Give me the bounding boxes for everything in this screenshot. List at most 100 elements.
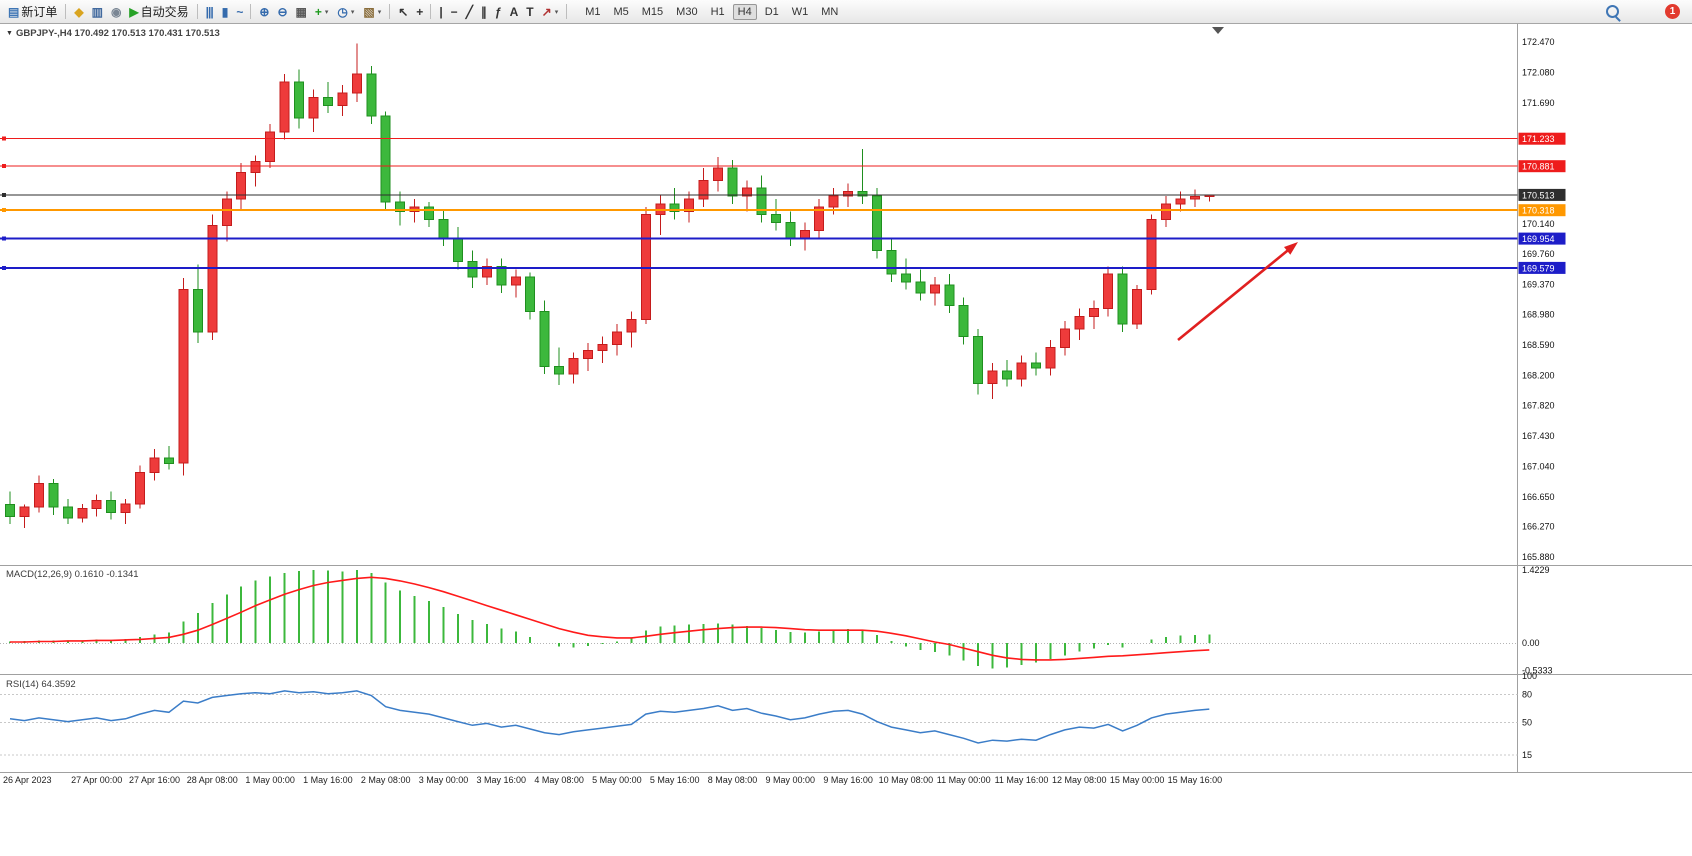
- time-axis-label: 2 May 08:00: [361, 775, 411, 785]
- line-chart-button[interactable]: ~: [232, 5, 246, 19]
- rsi-panel[interactable]: 100 80 50 15: [0, 671, 1537, 760]
- data-window-button[interactable]: ▥: [88, 5, 106, 19]
- time-axis-label: 8 May 08:00: [708, 775, 758, 785]
- vertical-line-icon: |: [439, 4, 443, 19]
- svg-text:100: 100: [1522, 671, 1537, 681]
- chart-shift-marker[interactable]: [1212, 27, 1224, 34]
- rsi-label: RSI(14) 64.3592: [6, 679, 76, 690]
- auto-trading-button-label: 自动交易: [140, 5, 189, 19]
- zoom-in-icon: ⊕: [259, 4, 269, 19]
- timeframe-w1[interactable]: W1: [791, 5, 809, 18]
- svg-text:169.370: 169.370: [1522, 279, 1555, 289]
- zoom-out-button[interactable]: ⊖: [273, 5, 290, 19]
- cursor-icon: ↖: [398, 4, 408, 19]
- toolbar-separator: [65, 4, 67, 19]
- notification-badge[interactable]: 1: [1665, 4, 1680, 19]
- macd-signal-line: [10, 576, 1210, 661]
- timeframe-h1[interactable]: H1: [710, 5, 725, 18]
- svg-text:165.880: 165.880: [1522, 552, 1555, 562]
- templates-button[interactable]: ▧ ▾: [359, 5, 385, 19]
- zoom-in-button[interactable]: ⊕: [255, 5, 272, 19]
- auto-trading-icon: ▶: [129, 4, 138, 19]
- fibonacci-icon: ƒ: [494, 4, 502, 19]
- timeframe-mn[interactable]: MN: [821, 5, 839, 18]
- macd-panel[interactable]: [0, 570, 1518, 669]
- toolbar-right: 1: [1606, 4, 1688, 19]
- toolbar-separator: [430, 4, 432, 19]
- crosshair-button[interactable]: +: [412, 5, 426, 19]
- macd-label: MACD(12,26,9) 0.1610 -0.1341: [6, 569, 139, 580]
- time-axis-label: 9 May 16:00: [823, 775, 873, 785]
- channel-icon: ∥: [480, 4, 487, 19]
- bar-chart-icon: |||: [205, 4, 214, 19]
- chart-ohlc-label: ▼ GBPJPY-,H4 170.492 170.513 170.431 170.…: [6, 28, 220, 39]
- navigator-icon: ◉: [110, 4, 122, 19]
- toolbar-separator: [196, 4, 198, 19]
- svg-text:167.040: 167.040: [1522, 461, 1555, 471]
- horizontal-line-button[interactable]: −: [447, 5, 461, 19]
- arrows-button[interactable]: ↗ ▾: [538, 5, 563, 19]
- channel-button[interactable]: ∥: [477, 5, 490, 19]
- trendline-icon: ╱: [465, 4, 473, 19]
- periods-icon: ◷: [337, 4, 348, 19]
- price-chart-svg[interactable]: 172.470 172.080 171.690 170.140 169.760 169.3…: [0, 24, 1692, 856]
- price-tags: 171.233 170.881 170.513 170.318 169.954 169.5…: [1518, 132, 1566, 274]
- time-axis-label: 27 Apr 00:00: [71, 775, 122, 785]
- templates-icon: ▧: [363, 4, 374, 19]
- chart-area[interactable]: 172.470 172.080 171.690 170.140 169.760 169.3…: [0, 24, 1692, 856]
- svg-text:167.430: 167.430: [1522, 431, 1555, 441]
- svg-text:50: 50: [1522, 718, 1532, 728]
- candlestick-chart-button[interactable]: ▮: [218, 5, 232, 19]
- svg-text:0.00: 0.00: [1522, 638, 1540, 648]
- timeframe-h4[interactable]: H4: [732, 3, 757, 20]
- svg-text:166.270: 166.270: [1522, 522, 1555, 532]
- auto-trading-button[interactable]: ▶ 自动交易: [125, 2, 192, 21]
- time-axis-label: 5 May 00:00: [592, 775, 642, 785]
- svg-text:168.590: 168.590: [1522, 340, 1555, 350]
- svg-text:167.820: 167.820: [1522, 400, 1555, 410]
- indicators-icon: +: [314, 4, 322, 19]
- cursor-button[interactable]: ↖: [394, 5, 411, 19]
- search-icon[interactable]: [1606, 5, 1619, 18]
- time-axis-label: 1 May 00:00: [245, 775, 295, 785]
- line-chart-icon: ~: [236, 4, 243, 19]
- svg-text:172.470: 172.470: [1522, 37, 1555, 47]
- price-axis[interactable]: 172.470 172.080 171.690 170.140 169.760 169.3…: [1522, 37, 1555, 562]
- indicators-button[interactable]: + ▾: [311, 5, 333, 19]
- periods-button[interactable]: ◷ ▾: [333, 5, 358, 19]
- text-label-icon: T: [526, 4, 533, 19]
- tile-windows-button[interactable]: ▦: [292, 5, 310, 19]
- arrows-icon: ↗: [541, 4, 552, 19]
- horizontal-line-icon: −: [450, 4, 458, 19]
- timeframe-m1[interactable]: M1: [585, 5, 601, 18]
- toolbar: ▤ 新订单 ◆ ▥ ◉ ▶ 自动交易 ||| ▮ ~ ⊕ ⊖ ▦ + ▾ ◷ ▾ ▧ ▾ ↖ + | − ╱ ∥ ƒ A T ↗ ▾ M1…: [0, 0, 1692, 24]
- vertical-line-button[interactable]: |: [435, 5, 445, 19]
- svg-text:170.881: 170.881: [1522, 162, 1555, 172]
- timeframe-m5[interactable]: M5: [613, 5, 629, 18]
- candles-layer[interactable]: [5, 43, 1215, 529]
- time-axis-label: 4 May 08:00: [534, 775, 584, 785]
- market-watch-button[interactable]: ◆: [70, 5, 86, 19]
- svg-text:169.954: 169.954: [1522, 234, 1555, 244]
- fibonacci-button[interactable]: ƒ: [491, 5, 505, 19]
- time-axis[interactable]: 26 Apr 2023 27 Apr 00:00 27 Apr 16:00 28 Ap…: [3, 775, 1222, 785]
- svg-text:168.980: 168.980: [1522, 310, 1555, 320]
- timeframe-m15[interactable]: M15: [641, 5, 664, 18]
- bar-chart-button[interactable]: |||: [202, 5, 217, 19]
- timeframe-buttons: M1 M5 M15 M30 H1 H4 D1 W1 MN: [580, 3, 843, 20]
- time-axis-label: 10 May 08:00: [879, 775, 934, 785]
- svg-text:166.650: 166.650: [1522, 492, 1555, 502]
- symbol-dropdown-icon[interactable]: ▼: [6, 30, 13, 37]
- timeframe-d1[interactable]: D1: [764, 5, 779, 18]
- new-order-button[interactable]: ▤ 新订单: [4, 2, 61, 21]
- text-button[interactable]: A: [506, 5, 522, 19]
- time-axis-label: 28 Apr 08:00: [187, 775, 238, 785]
- toolbar-separator: [250, 4, 252, 19]
- arrow-annotation[interactable]: [1177, 242, 1298, 342]
- svg-text:170.318: 170.318: [1522, 206, 1555, 216]
- timeframe-m30[interactable]: M30: [676, 5, 698, 18]
- text-label-button[interactable]: T: [522, 5, 536, 19]
- trendline-button[interactable]: ╱: [462, 5, 476, 19]
- navigator-button[interactable]: ◉: [107, 5, 124, 19]
- time-axis-label: 26 Apr 2023: [3, 775, 52, 785]
